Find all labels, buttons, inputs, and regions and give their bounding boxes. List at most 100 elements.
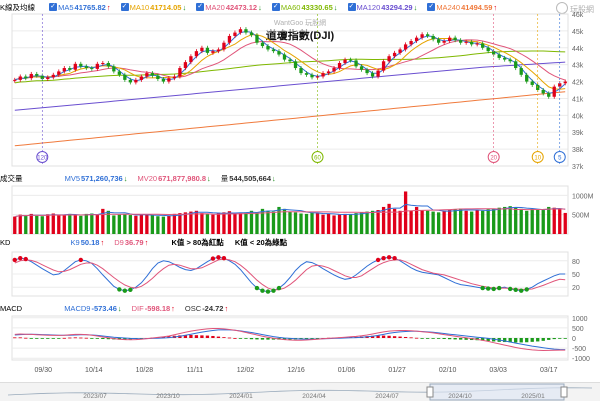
volume-bar <box>348 214 353 234</box>
date-tick-label: 02/10 <box>439 367 457 374</box>
candle <box>459 40 463 43</box>
kd-low-dot <box>122 288 128 293</box>
volume-bar <box>134 215 138 234</box>
price-tick-label: 45k <box>572 29 584 36</box>
navigator-handle-left[interactable] <box>426 386 434 398</box>
candle <box>244 29 248 33</box>
osc-bar <box>233 338 237 339</box>
kd-low-dot <box>496 285 502 291</box>
osc-bar <box>508 338 512 343</box>
kd-low-dot <box>491 286 496 292</box>
ma-marker-circle <box>487 151 500 163</box>
osc-bar <box>420 338 424 339</box>
price-legend-item-2[interactable]: MA20 42473.12↓ <box>196 0 263 15</box>
kd-legend-value: 50.18 <box>80 238 100 247</box>
candle <box>332 68 336 72</box>
price-legend-item-0[interactable]: MA5 41765.82↑ <box>49 0 111 15</box>
navigator-canvas[interactable]: 2023/07 2023/10 2024/01 2024/04 2024/07 2024/… <box>0 383 600 401</box>
checkbox-icon[interactable] <box>196 0 205 14</box>
price-legend-item-4[interactable]: MA120 43294.29↓ <box>347 0 419 15</box>
candle <box>354 60 358 67</box>
macd-legend-value: -573.46 <box>91 304 117 313</box>
price-tick-label: 42k <box>572 80 584 87</box>
price-legend-item-1[interactable]: MA10 41714.05↓ <box>120 0 188 15</box>
volume-bar <box>84 213 88 234</box>
navigator-year-label: 2024/07 <box>375 393 399 400</box>
navigator-handle-right[interactable] <box>560 386 568 398</box>
volume-bar <box>238 213 243 234</box>
candle <box>238 29 243 33</box>
volume-bar <box>453 209 457 234</box>
candle <box>497 54 501 58</box>
arrow-up-icon: ↑ <box>106 3 111 12</box>
volume-legend-label: 成交量 <box>0 174 23 183</box>
volume-bar <box>525 210 529 234</box>
kd-low-dot <box>265 289 271 294</box>
arrow-down-icon: ↓ <box>258 3 262 12</box>
checkbox-icon[interactable] <box>49 0 58 14</box>
volume-bar <box>156 216 160 234</box>
kd-legend-name: K9 <box>70 238 80 247</box>
osc-bar <box>547 338 551 340</box>
candle <box>172 76 177 79</box>
time-navigator[interactable]: 2023/07 2023/10 2024/01 2024/04 2024/07 2024/… <box>0 382 600 401</box>
volume-bar <box>343 213 347 234</box>
volume-bar <box>447 210 452 234</box>
volume-bar <box>161 216 166 234</box>
volume-bar <box>35 215 39 234</box>
candle <box>387 56 391 62</box>
volume-bar <box>475 210 479 234</box>
price-tick-label: 44k <box>572 46 584 53</box>
candle <box>95 63 99 69</box>
volume-panel <box>13 191 567 234</box>
price-legend-item-5[interactable]: MA240 41494.59↑ <box>427 0 498 15</box>
arrow-down-icon: ↓ <box>123 174 128 183</box>
volume-tick-label: 500M <box>572 213 590 220</box>
candle <box>541 90 545 94</box>
candle <box>13 79 17 81</box>
volume-bar <box>249 210 254 234</box>
arrow-down-icon: ↓ <box>272 174 276 183</box>
osc-bar <box>414 337 419 339</box>
volume-bar <box>398 210 402 234</box>
mv5-line <box>14 203 566 218</box>
kd-legend-value: 36.79 <box>124 238 144 247</box>
candle <box>139 76 144 80</box>
checkbox-icon[interactable] <box>120 0 129 14</box>
candle <box>563 81 567 84</box>
arrow-down-icon: ↓ <box>333 3 338 12</box>
kd-high-dot <box>78 257 84 263</box>
candle <box>315 76 320 78</box>
osc-bar <box>194 335 199 338</box>
volume-bar <box>508 206 512 234</box>
osc-bar <box>51 338 55 339</box>
candle <box>492 51 496 55</box>
osc-bar <box>101 338 105 340</box>
candle <box>530 81 534 85</box>
volume-bar <box>359 212 364 234</box>
volume-bar <box>150 215 155 234</box>
volume-bar <box>200 213 204 234</box>
date-tick-label: 12/16 <box>287 367 305 374</box>
checkbox-icon[interactable] <box>347 0 356 14</box>
candle <box>24 76 28 79</box>
kd-high-dot <box>375 257 381 263</box>
checkbox-icon[interactable] <box>427 0 436 14</box>
volume-bar <box>79 215 83 234</box>
candle <box>73 63 77 70</box>
kd-high-dot <box>216 255 221 260</box>
volume-bar <box>260 208 265 234</box>
kd-low-dot <box>513 287 518 293</box>
volume-bar <box>205 213 210 234</box>
volume-bar <box>431 211 435 234</box>
price-legend-name: MA5 <box>58 3 74 12</box>
checkbox-icon[interactable] <box>271 0 280 14</box>
candle <box>403 44 408 50</box>
arrow-up-icon: ↑ <box>100 238 105 247</box>
candle <box>266 46 270 50</box>
macd-panel <box>13 328 567 352</box>
osc-bar <box>90 338 94 339</box>
volume-bar <box>255 212 259 234</box>
price-legend-item-3[interactable]: MA60 43330.65↓ <box>271 0 339 15</box>
price-legend-name: MA120 <box>356 3 381 12</box>
